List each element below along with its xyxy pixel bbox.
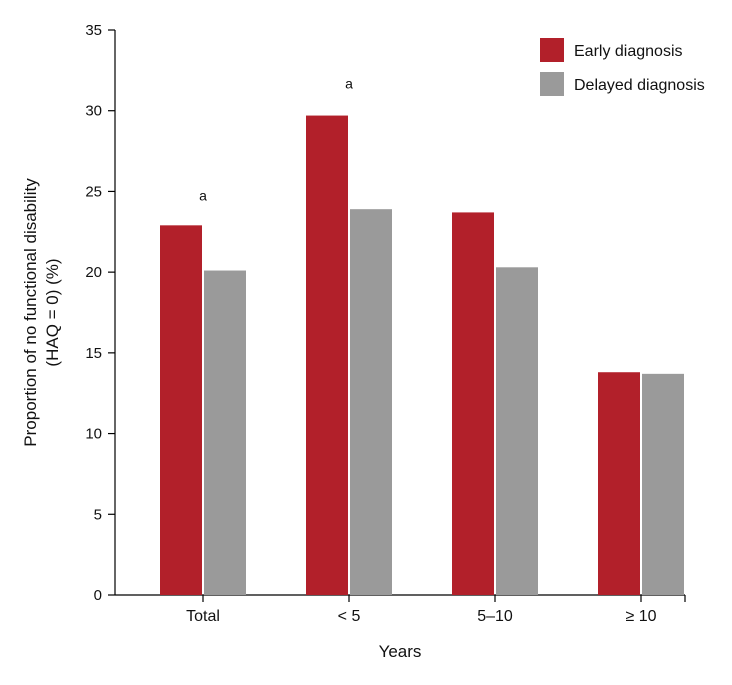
annotation-label: a (199, 187, 207, 203)
y-tick-label: 35 (85, 22, 102, 39)
bar (496, 267, 538, 595)
bar-chart: 0 5 10 15 20 25 30 35 Total < 5 5–10 ≥ 10 a a Years Pro… (0, 0, 732, 685)
legend-label: Early diagnosis (574, 43, 683, 60)
y-tick-label: 30 (85, 103, 102, 120)
y-tick-label: 20 (85, 264, 102, 281)
svg-text:(HAQ = 0) (%): (HAQ = 0) (%) (43, 258, 62, 366)
bar (160, 225, 202, 595)
legend-swatch (540, 38, 564, 62)
category-label: 5–10 (477, 608, 513, 625)
chart-container: 0 5 10 15 20 25 30 35 Total < 5 5–10 ≥ 10 a a Years Pro… (0, 0, 732, 685)
category-label: < 5 (338, 608, 361, 625)
legend-label: Delayed diagnosis (574, 77, 705, 94)
bar (350, 209, 392, 595)
y-tick-label: 0 (94, 587, 102, 604)
bar (452, 212, 494, 595)
category-label: Total (186, 608, 220, 625)
bar (306, 116, 348, 595)
bar (598, 372, 640, 595)
annotation-label: a (345, 76, 353, 92)
bar (642, 374, 684, 595)
legend-swatch (540, 72, 564, 96)
category-label: ≥ 10 (625, 608, 656, 625)
x-axis-title: Years (379, 642, 422, 661)
y-tick-label: 25 (85, 183, 102, 200)
y-tick-label: 10 (85, 426, 102, 443)
y-tick-label: 15 (85, 345, 102, 362)
svg-text:Proportion of no functional di: Proportion of no functional disability (21, 178, 40, 447)
y-tick-label: 5 (94, 506, 102, 523)
bar (204, 271, 246, 595)
